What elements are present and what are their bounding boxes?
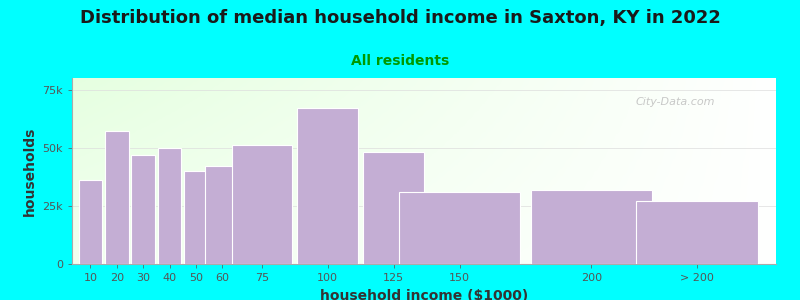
Bar bbox=[205, 166, 239, 264]
Bar bbox=[184, 171, 208, 264]
Bar bbox=[231, 146, 292, 264]
Bar bbox=[530, 190, 652, 264]
Bar bbox=[78, 180, 102, 264]
Bar bbox=[298, 108, 358, 264]
Bar bbox=[131, 155, 155, 264]
Text: Distribution of median household income in Saxton, KY in 2022: Distribution of median household income … bbox=[79, 9, 721, 27]
Bar bbox=[636, 201, 758, 264]
Text: City-Data.com: City-Data.com bbox=[635, 97, 714, 106]
Bar bbox=[105, 131, 129, 264]
Y-axis label: households: households bbox=[22, 126, 37, 216]
Bar bbox=[158, 148, 182, 264]
Bar bbox=[363, 152, 424, 264]
X-axis label: household income ($1000): household income ($1000) bbox=[320, 289, 528, 300]
Bar bbox=[399, 192, 520, 264]
Text: All residents: All residents bbox=[351, 54, 449, 68]
